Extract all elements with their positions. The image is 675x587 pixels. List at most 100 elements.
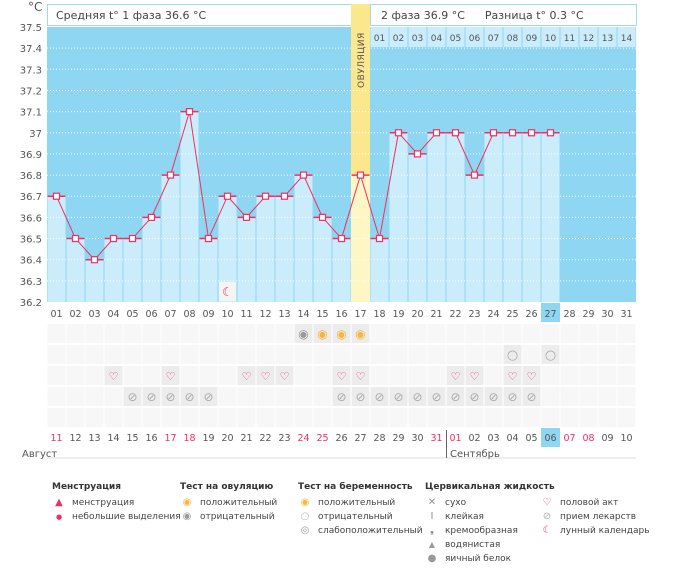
temperature-point	[109, 234, 118, 243]
cycle-day-label: 20	[411, 309, 423, 320]
tracker-cell	[370, 387, 389, 406]
date-label: 02	[468, 433, 480, 444]
date-label: 28	[373, 433, 385, 444]
pill-icon: ⊘	[542, 511, 552, 522]
y-tick-label: 36.6	[20, 213, 42, 224]
ovulation-negative-icon: ◉	[298, 327, 308, 341]
ovulation-negative-icon: ◉	[182, 511, 192, 522]
cycle-day-label: 08	[183, 309, 195, 320]
cycle-day-label: 13	[278, 309, 290, 320]
temperature-bar	[332, 238, 351, 302]
y-axis-unit: °C	[28, 0, 43, 14]
cycle-day-label: 07	[164, 309, 176, 320]
temperature-bar	[85, 259, 104, 302]
tracker-cell	[541, 366, 560, 385]
post-ovulation-cell	[560, 27, 579, 47]
tracker-cell	[560, 345, 579, 364]
date-label: 08	[582, 433, 594, 444]
tracker-cell	[199, 345, 218, 364]
temperature-chart: 37.5 37.4 37.3 37.2 37.1 37 36.9 36.8 36.7 36.6 36…	[20, 4, 636, 460]
heart-icon: ♡	[166, 370, 176, 383]
heart-icon: ♡	[261, 370, 271, 383]
tracker-cell	[237, 366, 256, 385]
cycle-day-label: 23	[468, 309, 480, 320]
temperature-point	[394, 129, 403, 137]
legend-item: положительный	[318, 498, 396, 508]
legend-title: Тест на беременность	[298, 482, 413, 492]
month-label: Август	[22, 449, 57, 460]
tracker-cell	[161, 366, 180, 385]
tracker-cell	[104, 324, 123, 343]
date-label: 23	[278, 433, 290, 444]
cycle-day-label: 29	[582, 309, 594, 320]
temperature-bar	[465, 175, 484, 302]
tracker-cell	[351, 387, 370, 406]
date-label: 01	[449, 433, 461, 444]
temperature-bar	[180, 111, 199, 302]
legend-item: яичный белок	[445, 554, 512, 564]
cycle-day-label: 19	[392, 309, 404, 320]
pill-icon: ⊘	[469, 390, 479, 404]
tracker-cell	[313, 387, 332, 406]
legend-item: положительный	[200, 498, 278, 508]
pregnancy-negative-icon: ○	[545, 348, 556, 363]
tracker-cell	[503, 366, 522, 385]
tracker-cell	[465, 345, 484, 364]
tracker-cell	[47, 366, 66, 385]
pill-icon: ⊘	[127, 390, 137, 404]
date-label: 14	[107, 433, 119, 444]
tracker-cell	[256, 387, 275, 406]
legend-ovulation-test: Тест на овуляцию ◉ положительный ◉ отрицат…	[180, 482, 277, 524]
temperature-difference: Разница t° 0.3 °C	[484, 9, 584, 22]
temperature-bar	[256, 196, 275, 302]
tracker-cell	[142, 387, 161, 406]
tracker-cell	[408, 366, 427, 385]
date-label: 15	[126, 433, 138, 444]
tracker-cell	[294, 408, 313, 427]
pill-icon: ⊘	[507, 390, 517, 404]
tracker-cell	[47, 324, 66, 343]
tracker-cell	[180, 387, 199, 406]
tracker-cell	[218, 366, 237, 385]
legend-item: прием лекарств	[560, 512, 637, 522]
cycle-day-label: 15	[316, 309, 328, 320]
tracker-cell	[275, 408, 294, 427]
tracker-cell	[617, 345, 636, 364]
tracker-cell	[465, 366, 484, 385]
tracker-cell	[484, 324, 503, 343]
legend-title: Тест на овуляцию	[180, 482, 274, 492]
tracker-cell	[199, 324, 218, 343]
ovulation-bar	[351, 175, 370, 302]
tracker-cell	[161, 408, 180, 427]
today-highlight	[541, 428, 560, 447]
tracker-cell	[560, 366, 579, 385]
temperature-bar	[294, 175, 313, 302]
temperature-bar	[408, 153, 427, 302]
tracker-cell	[370, 366, 389, 385]
pill-icon: ⊘	[374, 390, 384, 404]
temperature-point	[280, 192, 289, 200]
legend-item: слабоположительный	[318, 526, 423, 536]
post-ovulation-cell	[389, 27, 408, 47]
tracker-cell	[408, 345, 427, 364]
date-label: 22	[259, 433, 271, 444]
date-label: 07	[563, 433, 575, 444]
moon-icon: ☾	[222, 285, 233, 299]
creamy-icon: ❟	[430, 525, 434, 536]
temperature-point	[375, 234, 384, 243]
cycle-day-label: 09	[202, 309, 214, 320]
y-tick-label: 36.3	[20, 277, 42, 288]
cycle-day-label: 16	[335, 309, 347, 320]
tracker-cell	[598, 324, 617, 343]
tracker-cell	[389, 387, 408, 406]
tracker-cell	[522, 366, 541, 385]
post-ovulation-cell	[503, 27, 522, 47]
tracker-cell	[199, 366, 218, 385]
post-ovulation-day: 13	[602, 34, 613, 44]
post-ovulation-cell	[427, 27, 446, 47]
temperature-bar	[142, 217, 161, 302]
tracker-cell	[522, 345, 541, 364]
date-label: 05	[525, 433, 537, 444]
tracker-cell	[66, 324, 85, 343]
y-tick-label: 36.5	[20, 235, 42, 246]
